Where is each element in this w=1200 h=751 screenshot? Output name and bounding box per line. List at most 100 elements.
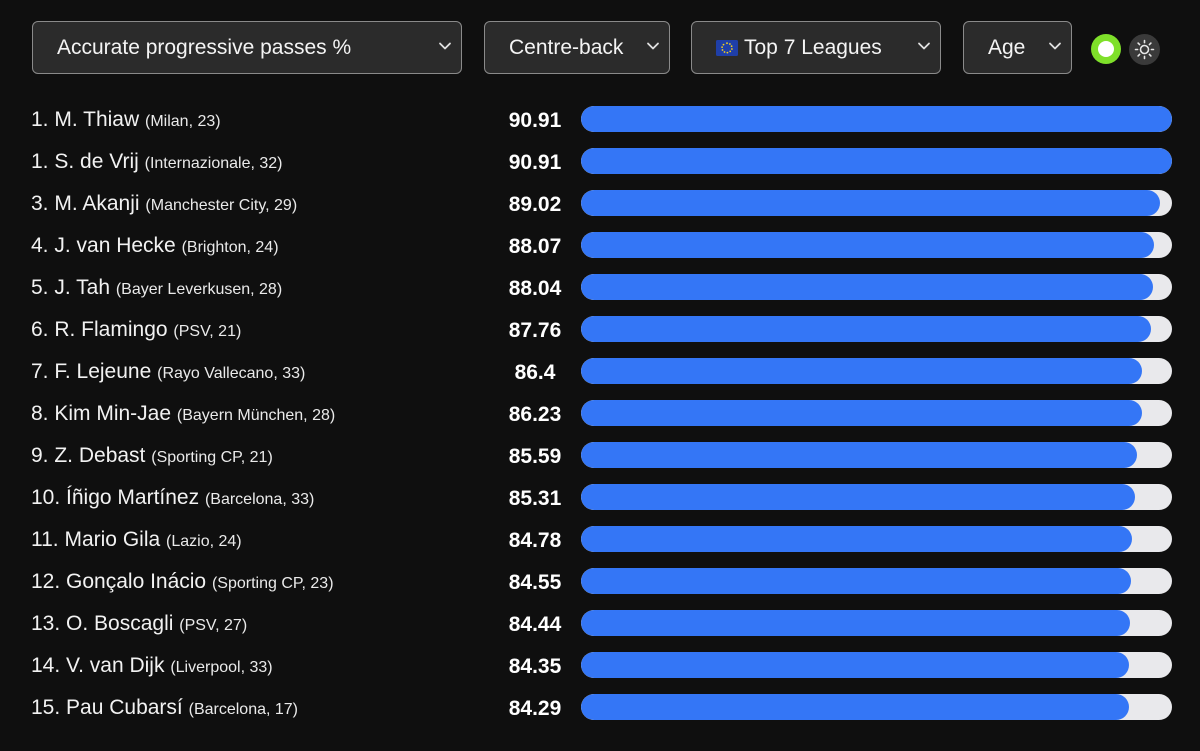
player-name: 14. V. van Dijk xyxy=(31,654,165,677)
bar-fill xyxy=(581,148,1172,174)
metric-select[interactable]: Accurate progressive passes % xyxy=(32,21,462,74)
chevron-down-icon xyxy=(1048,39,1062,53)
player-name: 13. O. Boscagli xyxy=(31,612,174,635)
player-name: 15. Pau Cubarsí xyxy=(31,696,183,719)
player-name: 4. J. van Hecke xyxy=(31,234,176,257)
player-club-age: (PSV, 27) xyxy=(179,617,248,634)
player-row[interactable]: 5. J. Tah (Bayer Leverkusen, 28) 88.04 xyxy=(0,269,1200,311)
eu-flag-icon xyxy=(716,39,738,56)
metric-value: 84.78 xyxy=(508,529,562,552)
toggle-switch[interactable] xyxy=(1091,34,1121,64)
toggle-knob xyxy=(1098,41,1114,57)
player-name: 7. F. Lejeune xyxy=(31,360,152,383)
player-name: 3. M. Akanji xyxy=(31,192,140,215)
bar-track xyxy=(581,106,1172,132)
player-row[interactable]: 4. J. van Hecke (Brighton, 24) 88.07 xyxy=(0,227,1200,269)
league-select-value: Top 7 Leagues xyxy=(744,35,882,59)
player-row[interactable]: 6. R. Flamingo (PSV, 21) 87.76 xyxy=(0,311,1200,353)
player-name-label: 3. M. Akanji (Manchester City, 29) xyxy=(31,192,297,216)
player-name-label: 9. Z. Debast (Sporting CP, 21) xyxy=(31,444,273,468)
player-name: 11. Mario Gila xyxy=(31,528,161,551)
player-row[interactable]: 12. Gonçalo Inácio (Sporting CP, 23) 84.5… xyxy=(0,563,1200,605)
metric-value: 88.07 xyxy=(508,235,562,258)
bar-fill xyxy=(581,694,1129,720)
chevron-down-icon xyxy=(438,39,452,53)
player-name-label: 4. J. van Hecke (Brighton, 24) xyxy=(31,234,279,258)
metric-value: 84.55 xyxy=(508,571,562,594)
metric-value: 84.44 xyxy=(508,613,562,636)
player-name: 5. J. Tah xyxy=(31,276,110,299)
bar-track xyxy=(581,610,1172,636)
theme-toggle-button[interactable] xyxy=(1129,34,1160,65)
bar-track xyxy=(581,148,1172,174)
bar-fill xyxy=(581,400,1142,426)
player-name-label: 6. R. Flamingo (PSV, 21) xyxy=(31,318,241,342)
bar-track xyxy=(581,526,1172,552)
player-name-label: 11. Mario Gila (Lazio, 24) xyxy=(31,528,242,552)
player-row[interactable]: 15. Pau Cubarsí (Barcelona, 17) 84.29 xyxy=(0,689,1200,731)
bar-fill xyxy=(581,358,1143,384)
sun-icon xyxy=(1134,39,1155,60)
metric-value: 85.31 xyxy=(508,487,562,510)
player-row[interactable]: 1. S. de Vrij (Internazionale, 32) 90.91 xyxy=(0,143,1200,185)
bar-fill xyxy=(581,652,1130,678)
position-select-value: Centre-back xyxy=(509,35,624,59)
metric-value: 88.04 xyxy=(508,277,562,300)
player-name-label: 5. J. Tah (Bayer Leverkusen, 28) xyxy=(31,276,282,300)
metric-value: 90.91 xyxy=(508,109,562,132)
bar-fill xyxy=(581,106,1172,132)
bar-track xyxy=(581,316,1172,342)
player-name: 1. S. de Vrij xyxy=(31,150,139,173)
chevron-down-icon xyxy=(917,39,931,53)
player-club-age: (Sporting CP, 23) xyxy=(211,575,334,592)
bar-track xyxy=(581,442,1172,468)
bar-track xyxy=(581,232,1172,258)
position-select[interactable]: Centre-back xyxy=(484,21,670,74)
metric-value: 84.29 xyxy=(508,697,562,720)
player-name-label: 13. O. Boscagli (PSV, 27) xyxy=(31,612,247,636)
player-row[interactable]: 14. V. van Dijk (Liverpool, 33) 84.35 xyxy=(0,647,1200,689)
sort-select-value: Age xyxy=(988,35,1026,59)
player-club-age: (Lazio, 24) xyxy=(166,533,242,550)
metric-value: 86.4 xyxy=(514,361,556,384)
player-name-label: 10. Íñigo Martínez (Barcelona, 33) xyxy=(31,486,314,510)
player-club-age: (Brighton, 24) xyxy=(181,239,279,256)
player-row[interactable]: 8. Kim Min-Jae (Bayern München, 28) 86.23 xyxy=(0,395,1200,437)
player-name: 9. Z. Debast xyxy=(31,444,146,467)
bar-fill xyxy=(581,442,1138,468)
player-club-age: (Liverpool, 33) xyxy=(170,659,273,676)
player-row[interactable]: 11. Mario Gila (Lazio, 24) 84.78 xyxy=(0,521,1200,563)
player-club-age: (Barcelona, 17) xyxy=(188,701,298,718)
sort-select[interactable]: Age xyxy=(963,21,1072,74)
league-select[interactable]: Top 7 Leagues xyxy=(691,21,941,74)
player-club-age: (Manchester City, 29) xyxy=(145,197,298,214)
player-club-age: (Bayer Leverkusen, 28) xyxy=(115,281,283,298)
player-row[interactable]: 3. M. Akanji (Manchester City, 29) 89.02 xyxy=(0,185,1200,227)
player-row[interactable]: 10. Íñigo Martínez (Barcelona, 33) 85.31 xyxy=(0,479,1200,521)
player-name: 6. R. Flamingo xyxy=(31,318,168,341)
player-club-age: (Bayern München, 28) xyxy=(176,407,336,424)
player-name-label: 7. F. Lejeune (Rayo Vallecano, 33) xyxy=(31,360,305,384)
player-club-age: (Internazionale, 32) xyxy=(144,155,283,172)
bar-fill xyxy=(581,526,1133,552)
player-name-label: 14. V. van Dijk (Liverpool, 33) xyxy=(31,654,273,678)
player-club-age: (Rayo Vallecano, 33) xyxy=(157,365,306,382)
filter-toolbar: Accurate progressive passes % Centre-bac… xyxy=(0,0,1200,96)
bar-track xyxy=(581,694,1172,720)
bar-track xyxy=(581,484,1172,510)
player-row[interactable]: 7. F. Lejeune (Rayo Vallecano, 33) 86.4 xyxy=(0,353,1200,395)
player-name-label: 8. Kim Min-Jae (Bayern München, 28) xyxy=(31,402,335,426)
bar-fill xyxy=(581,190,1160,216)
bar-fill xyxy=(581,316,1152,342)
bar-track xyxy=(581,190,1172,216)
bar-fill xyxy=(581,568,1131,594)
metric-value: 84.35 xyxy=(508,655,562,678)
player-name: 12. Gonçalo Inácio xyxy=(31,570,207,593)
metric-value: 85.59 xyxy=(508,445,562,468)
player-row[interactable]: 1. M. Thiaw (Milan, 23) 90.91 xyxy=(0,101,1200,143)
player-row[interactable]: 9. Z. Debast (Sporting CP, 21) 85.59 xyxy=(0,437,1200,479)
player-name-label: 15. Pau Cubarsí (Barcelona, 17) xyxy=(31,696,298,720)
metric-value: 89.02 xyxy=(508,193,562,216)
bar-track xyxy=(581,274,1172,300)
player-row[interactable]: 13. O. Boscagli (PSV, 27) 84.44 xyxy=(0,605,1200,647)
